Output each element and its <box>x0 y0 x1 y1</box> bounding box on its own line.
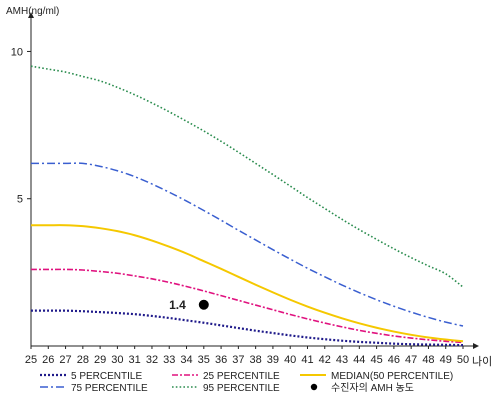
x-tick-label: 35 <box>198 354 210 366</box>
x-tick-label: 50 <box>457 354 469 366</box>
legend-label: 5 PERCENTILE <box>71 371 142 382</box>
axes: AMH(ng/ml) 5 10 25 26 27 28 29 30 31 32 33 34 35 36 37 3… <box>6 6 492 368</box>
x-tick-label: 43 <box>336 354 348 366</box>
y-tick-label: 5 <box>17 194 23 206</box>
series-line-5-percentile <box>31 309 464 347</box>
x-tick-label: 39 <box>267 354 279 366</box>
x-axis-arrow <box>473 343 479 349</box>
highlight-layer: 1.4 <box>169 298 209 312</box>
x-tick-label: 44 <box>353 354 365 366</box>
legend-patient-marker <box>310 383 318 391</box>
x-tick-label: 33 <box>163 354 175 366</box>
series-layer <box>30 65 464 347</box>
y-axis-arrow <box>28 12 34 18</box>
x-tick-label: 25 <box>25 354 37 366</box>
x-tick-label: 38 <box>250 354 262 366</box>
x-tick-label: 41 <box>301 354 313 366</box>
legend-label: 25 PERCENTILE <box>203 371 280 382</box>
x-tick-label: 32 <box>146 354 158 366</box>
x-tick-label: 45 <box>370 354 382 366</box>
y-axis-title: AMH(ng/ml) <box>6 6 59 17</box>
y-tick-label: 10 <box>11 46 23 58</box>
x-tick-label: 37 <box>232 354 244 366</box>
x-tick-label: 47 <box>405 354 417 366</box>
x-tick-label: 31 <box>129 354 141 366</box>
x-tick-label: 48 <box>422 354 434 366</box>
x-tick-label: 49 <box>440 354 452 366</box>
series-line-25-percentile <box>31 268 464 344</box>
series-line-median-50-percentile <box>31 224 464 343</box>
x-tick-label: 26 <box>42 354 54 366</box>
x-tick-label: 40 <box>284 354 296 366</box>
series-line-75-percentile <box>31 162 464 327</box>
x-tick-label: 46 <box>388 354 400 366</box>
patient-amh-value-label: 1.4 <box>169 298 186 312</box>
x-tick-label: 29 <box>94 354 106 366</box>
legend: 5 PERCENTILE 25 PERCENTILE MEDIAN(50 PERCE… <box>40 371 453 394</box>
x-tick-label: 30 <box>111 354 123 366</box>
x-tick-label: 28 <box>77 354 89 366</box>
x-axis-title: 나이 <box>472 355 492 368</box>
legend-label: 95 PERCENTILE <box>203 383 280 394</box>
x-tick-label: 27 <box>59 354 71 366</box>
legend-label: MEDIAN(50 PERCENTILE) <box>331 371 453 382</box>
x-tick-label: 34 <box>180 354 192 366</box>
x-tick-label: 42 <box>319 354 331 366</box>
x-tick-label: 36 <box>215 354 227 366</box>
patient-amh-point <box>198 299 209 310</box>
legend-label: 수진자의 AMH 농도 <box>331 382 414 394</box>
legend-label: 75 PERCENTILE <box>71 383 148 394</box>
series-line-95-percentile <box>30 65 464 288</box>
